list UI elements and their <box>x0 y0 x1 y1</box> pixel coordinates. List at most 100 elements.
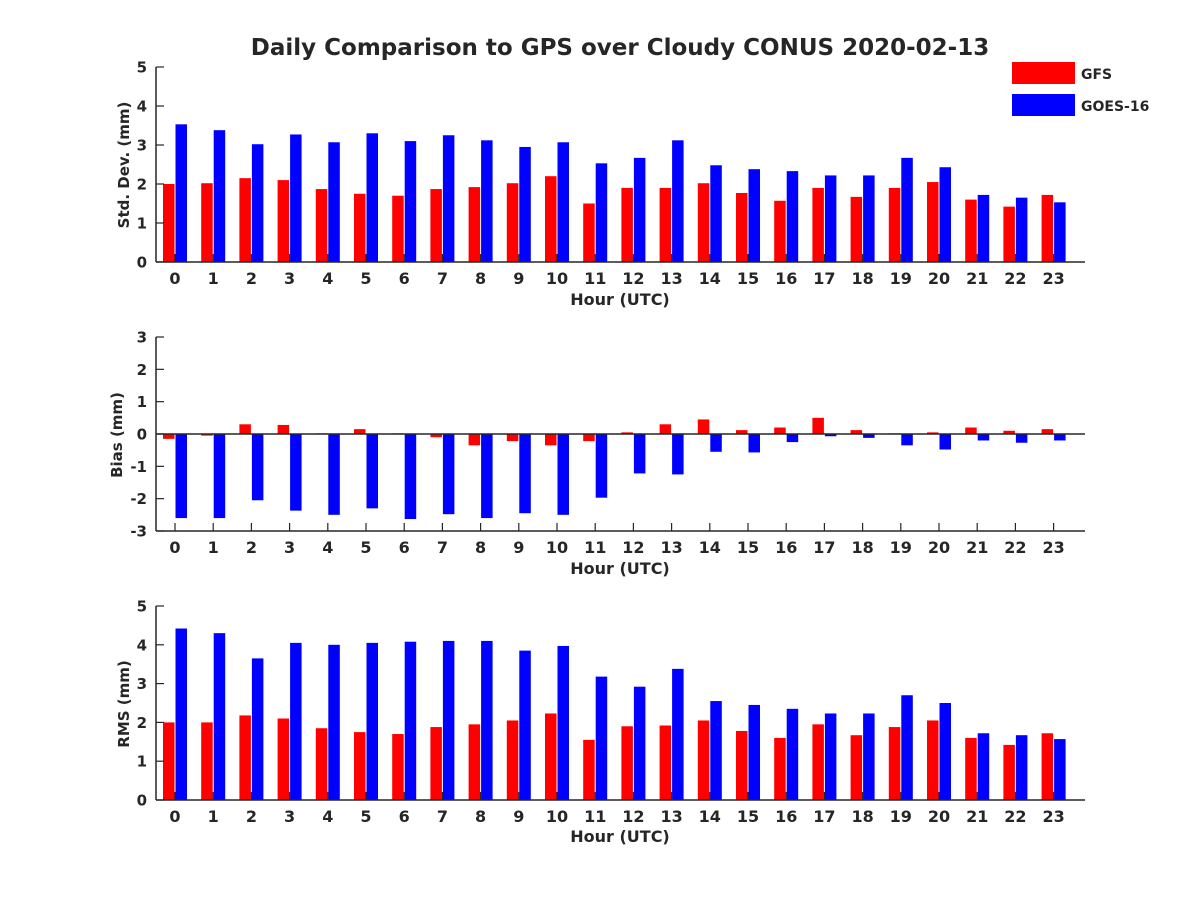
bias-x-tick-label: 4 <box>322 538 333 557</box>
rms-bar-gfs-7 <box>430 727 442 800</box>
std-dev-bar-gfs-9 <box>506 183 519 262</box>
rms-bar-gfs-2 <box>239 715 251 800</box>
bias-bar-goes16-16 <box>786 434 799 443</box>
rms-bar-gfs-17 <box>812 724 824 800</box>
rms-bar-gfs-1 <box>201 722 213 800</box>
std-dev-x-tick-label: 5 <box>360 269 371 288</box>
std-dev-bar-gfs-11 <box>583 203 595 262</box>
std-dev-x-tick-label: 19 <box>890 269 912 288</box>
std-dev-bar-gfs-6 <box>392 195 404 262</box>
bias-x-tick-label: 14 <box>699 538 721 557</box>
std-dev-x-tick-label: 18 <box>851 269 873 288</box>
std-dev-x-tick-label: 22 <box>1004 269 1026 288</box>
std-dev-x-tick-label: 14 <box>699 269 721 288</box>
rms-bar-gfs-5 <box>354 732 366 800</box>
std-dev-bar-gfs-5 <box>354 193 366 262</box>
bias-bar-gfs-12 <box>621 432 633 434</box>
std-dev-x-tick-label: 8 <box>475 269 486 288</box>
bias-x-tick-label: 13 <box>660 538 682 557</box>
rms-x-tick-label: 1 <box>208 807 219 826</box>
bias-bar-gfs-21 <box>965 427 977 434</box>
rms-x-tick-label: 14 <box>699 807 721 826</box>
std-dev-x-tick-label: 16 <box>775 269 797 288</box>
rms-x-tick-label: 4 <box>322 807 333 826</box>
std-dev-bar-gfs-14 <box>697 183 710 262</box>
rms-x-tick-label: 12 <box>622 807 644 826</box>
rms-bar-goes16-10 <box>557 645 569 800</box>
bias-x-tick-label: 5 <box>360 538 371 557</box>
bias-x-tick-label: 0 <box>169 538 180 557</box>
rms-x-tick-label: 15 <box>737 807 759 826</box>
rms-bar-gfs-3 <box>277 718 290 800</box>
std-dev-bar-goes16-22 <box>1015 197 1028 262</box>
rms-bar-gfs-23 <box>1041 733 1054 800</box>
rms-bar-goes16-18 <box>863 713 875 800</box>
rms-bar-goes16-23 <box>1054 739 1066 800</box>
bias-y-tick-label: -1 <box>130 458 147 476</box>
std-dev-x-tick-label: 6 <box>399 269 410 288</box>
std-dev-bar-goes16-7 <box>442 135 455 262</box>
bias-bar-goes16-7 <box>442 434 455 515</box>
rms-bar-goes16-6 <box>404 641 417 800</box>
rms-y-tick-label: 0 <box>137 792 147 810</box>
bias-bar-goes16-2 <box>251 434 264 501</box>
std-dev-x-tick-label: 21 <box>966 269 988 288</box>
bias-bar-gfs-18 <box>850 430 863 434</box>
std-dev-x-tick-label: 13 <box>660 269 682 288</box>
bias-bar-goes16-13 <box>672 434 684 475</box>
bias-bar-gfs-8 <box>468 434 481 446</box>
rms-bar-goes16-20 <box>939 703 951 800</box>
rms-bar-goes16-13 <box>672 668 684 800</box>
bias-x-tick-label: 10 <box>546 538 568 557</box>
std-dev-bar-goes16-21 <box>977 194 990 262</box>
std-dev-bar-goes16-0 <box>175 124 187 262</box>
y-axis-label-bias: Bias (mm) <box>108 392 126 478</box>
std-dev-bar-gfs-20 <box>927 182 939 262</box>
bias-x-tick-label: 6 <box>399 538 410 557</box>
rms-x-tick-label: 11 <box>584 807 606 826</box>
chart-title: Daily Comparison to GPS over Cloudy CONU… <box>251 35 989 61</box>
bias-bar-goes16-20 <box>939 434 951 450</box>
bias-bar-gfs-0 <box>163 434 175 439</box>
rms-bar-gfs-12 <box>621 726 633 800</box>
std-dev-bar-goes16-23 <box>1054 202 1066 262</box>
std-dev-bar-goes16-14 <box>710 165 722 262</box>
legend: GFS GOES-16 <box>1012 62 1149 116</box>
std-dev-bar-gfs-18 <box>850 196 863 262</box>
std-dev-y-tick-label: 1 <box>137 215 147 233</box>
std-dev-x-tick-label: 2 <box>246 269 257 288</box>
std-dev-bar-gfs-21 <box>965 199 977 262</box>
bias-bar-goes16-22 <box>1015 434 1028 443</box>
bias-y-tick-label: 1 <box>137 393 147 411</box>
bias-y-tick-label: 2 <box>137 361 147 379</box>
rms-x-tick-label: 16 <box>775 807 797 826</box>
rms-x-tick-label: 2 <box>246 807 257 826</box>
bias-bar-gfs-22 <box>1003 430 1015 434</box>
rms-x-tick-label: 18 <box>851 807 873 826</box>
bias-bar-gfs-17 <box>812 417 824 434</box>
std-dev-x-tick-label: 7 <box>437 269 448 288</box>
rms-bar-gfs-20 <box>927 720 939 800</box>
bias-bar-goes16-3 <box>290 434 302 511</box>
bias-x-tick-label: 8 <box>475 538 486 557</box>
rms-bar-gfs-19 <box>888 727 901 800</box>
rms-bar-goes16-22 <box>1015 735 1028 800</box>
bias-x-tick-label: 21 <box>966 538 988 557</box>
std-dev-bar-gfs-4 <box>315 189 328 262</box>
std-dev-bar-goes16-10 <box>557 142 569 262</box>
bias-bar-goes16-4 <box>328 434 340 515</box>
std-dev-x-tick-label: 3 <box>284 269 295 288</box>
rms-bar-goes16-5 <box>366 642 378 800</box>
std-dev-bar-gfs-7 <box>430 189 442 262</box>
rms-x-tick-label: 9 <box>513 807 524 826</box>
rms-x-tick-label: 5 <box>360 807 371 826</box>
std-dev-bar-goes16-9 <box>519 146 531 262</box>
rms-bar-gfs-8 <box>468 724 481 800</box>
rms-bar-goes16-19 <box>901 695 913 800</box>
std-dev-x-tick-label: 17 <box>813 269 835 288</box>
std-dev-x-tick-label: 23 <box>1042 269 1064 288</box>
rms-bar-goes16-9 <box>519 650 531 800</box>
